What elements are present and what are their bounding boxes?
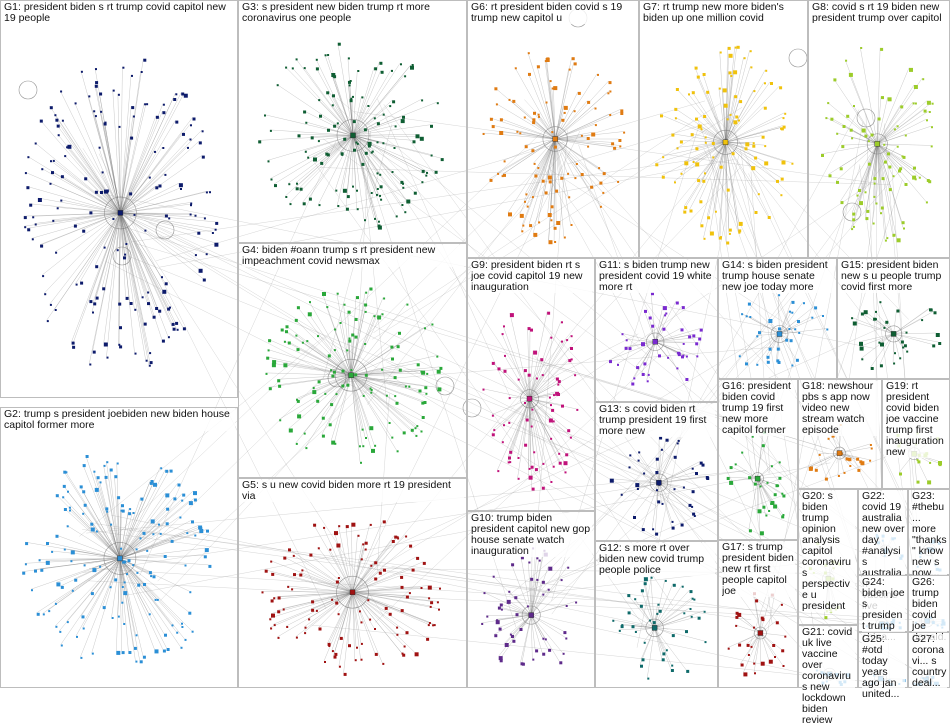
group-label-g18: G18: newshour pbs s app now video new st…	[802, 381, 879, 436]
group-box-g25: G25: #otd today years ago jan united...	[858, 632, 908, 688]
group-label-g25: G25: #otd today years ago jan united...	[862, 634, 905, 700]
group-box-g21: G21: covid uk live vaccine over coronavi…	[798, 625, 858, 688]
group-box-g23: G23: #thebu... more "thanks" know new s …	[908, 489, 950, 575]
group-box-g10: G10: trump biden president capitol new g…	[467, 511, 595, 688]
group-label-g23: G23: #thebu... more "thanks" know new s …	[912, 491, 947, 579]
group-box-g19: G19: rt president covid biden joe vaccin…	[882, 379, 950, 489]
network-graph: G1: president biden s rt trump covid cap…	[0, 0, 950, 688]
group-label-g8: G8: covid s rt 19 biden new president tr…	[812, 2, 947, 24]
group-label-g10: G10: trump biden president capitol new g…	[471, 513, 592, 557]
group-label-g17: G17: s trump president biden new rt firs…	[722, 542, 795, 597]
group-box-g2: G2: trump s president joebiden new biden…	[0, 407, 238, 688]
group-box-g13: G13: s covid biden rt trump president 19…	[595, 402, 718, 541]
group-box-g1: G1: president biden s rt trump covid cap…	[0, 0, 238, 398]
group-label-g11: G11: s biden trump new president covid 1…	[599, 260, 715, 293]
group-label-g19: G19: rt president covid biden joe vaccin…	[886, 381, 947, 458]
group-label-g27: G27: coronavi... s country deal...	[912, 634, 947, 689]
group-label-g13: G13: s covid biden rt trump president 19…	[599, 404, 715, 437]
group-label-g14: G14: s biden president trump house senat…	[722, 260, 834, 293]
group-label-g16: G16: president biden covid trump 19 firs…	[722, 381, 795, 436]
group-box-g14: G14: s biden president trump house senat…	[718, 258, 837, 379]
group-box-g27: G27: coronavi... s country deal...	[908, 632, 950, 688]
group-box-g26: G26: trump biden covid joe donald...	[908, 575, 950, 632]
group-label-g20: G20: s biden trump opinion analysis capi…	[802, 491, 855, 612]
group-label-g5: G5: s u new covid biden more rt 19 presi…	[242, 480, 464, 502]
group-box-g24: G24: biden joe s president trump china..…	[858, 575, 908, 632]
group-label-g21: G21: covid uk live vaccine over coronavi…	[802, 627, 855, 726]
group-box-g12: G12: s more rt over biden new covid trum…	[595, 541, 718, 688]
group-label-g6: G6: rt president biden covid s 19 trump …	[471, 2, 636, 24]
group-label-g4: G4: biden #oann trump s rt president new…	[242, 245, 464, 267]
group-label-g9: G9: president biden rt s joe covid capit…	[471, 260, 592, 293]
group-box-g11: G11: s biden trump new president covid 1…	[595, 258, 718, 402]
group-label-g1: G1: president biden s rt trump covid cap…	[4, 2, 235, 24]
group-box-g4: G4: biden #oann trump s rt president new…	[238, 243, 467, 478]
group-label-g2: G2: trump s president joebiden new biden…	[4, 409, 235, 431]
group-box-g9: G9: president biden rt s joe covid capit…	[467, 258, 595, 511]
group-label-g3: G3: s president new biden trump rt more …	[242, 2, 464, 24]
group-box-g18: G18: newshour pbs s app now video new st…	[798, 379, 882, 489]
group-box-g15: G15: president biden new s u people trum…	[837, 258, 950, 379]
group-box-g16: G16: president biden covid trump 19 firs…	[718, 379, 798, 540]
group-label-g7: G7: rt trump new more biden's biden up o…	[643, 2, 805, 24]
group-box-g6: G6: rt president biden covid s 19 trump …	[467, 0, 639, 258]
group-label-g12: G12: s more rt over biden new covid trum…	[599, 543, 715, 576]
group-box-g22: G22: covid 19 australia new over day #an…	[858, 489, 908, 575]
group-label-g15: G15: president biden new s u people trum…	[841, 260, 947, 293]
group-box-g3: G3: s president new biden trump rt more …	[238, 0, 467, 243]
group-box-g5: G5: s u new covid biden more rt 19 presi…	[238, 478, 467, 688]
group-box-g17: G17: s trump president biden new rt firs…	[718, 540, 798, 688]
group-box-g8: G8: covid s rt 19 biden new president tr…	[808, 0, 950, 258]
group-box-g20: G20: s biden trump opinion analysis capi…	[798, 489, 858, 625]
group-box-g7: G7: rt trump new more biden's biden up o…	[639, 0, 808, 258]
